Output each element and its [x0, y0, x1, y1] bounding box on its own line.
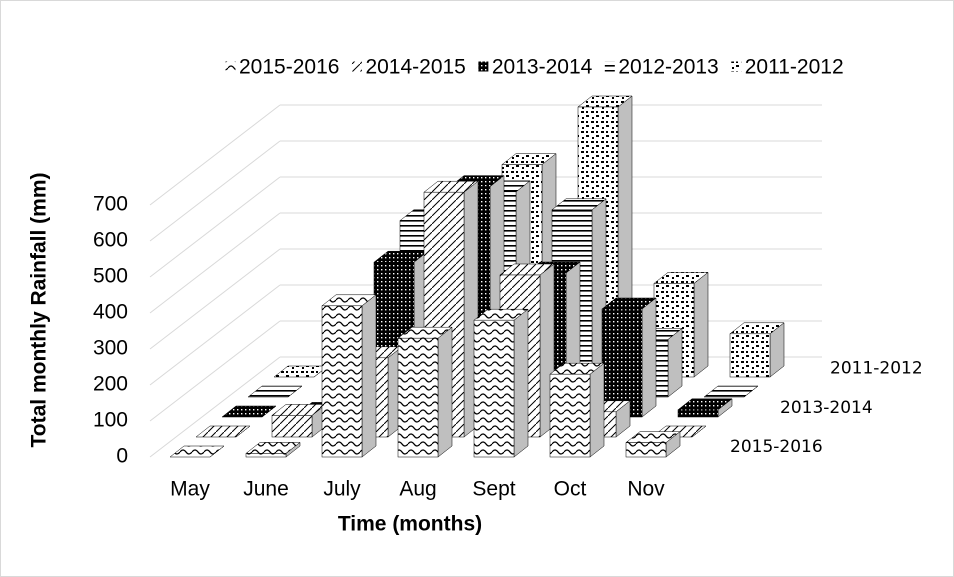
- grid-line: [149, 212, 281, 314]
- bar-top: [247, 385, 303, 398]
- bar-top: [221, 405, 277, 418]
- y-tick-label: 200: [93, 373, 128, 396]
- legend-label: 2014-2015: [365, 56, 465, 79]
- legend-swatch: [224, 60, 237, 73]
- bar: [397, 337, 439, 458]
- legend-label: 2015-2016: [239, 56, 339, 79]
- y-tick-label: 0: [116, 445, 128, 468]
- bar: [677, 409, 719, 418]
- bar-side: [589, 362, 605, 458]
- bar: [729, 333, 771, 378]
- grid-line: [149, 356, 281, 458]
- bar-side: [437, 326, 453, 458]
- legend-swatch: [477, 60, 490, 73]
- legend-swatch: [730, 60, 743, 73]
- bar: [549, 373, 591, 458]
- legend-label: 2012-2013: [618, 56, 718, 79]
- y-tick-label: 700: [93, 193, 128, 216]
- bar: [473, 319, 515, 458]
- bar: [625, 442, 667, 458]
- bar-side: [641, 297, 657, 418]
- bar: [245, 453, 287, 458]
- grid-line: [149, 284, 281, 386]
- depth-label: 2011-2012: [830, 359, 923, 379]
- bar-top: [703, 385, 759, 398]
- grid-line: [149, 104, 281, 206]
- bar: [601, 308, 643, 418]
- legend-label: 2013-2014: [492, 56, 593, 79]
- depth-label: 2015-2016: [730, 437, 823, 457]
- x-tick-label: Aug: [399, 478, 436, 501]
- y-tick-label: 600: [93, 229, 128, 252]
- bar-top: [169, 445, 225, 458]
- y-tick-label: 400: [93, 301, 128, 324]
- x-tick-label: May: [170, 478, 210, 501]
- x-tick-label: Sept: [472, 478, 515, 501]
- x-tick-label: July: [323, 478, 361, 501]
- x-axis-title: Time (months): [338, 513, 482, 536]
- x-tick-label: June: [243, 478, 289, 501]
- grid-line: [149, 140, 281, 242]
- y-tick-label: 300: [93, 337, 128, 360]
- bar-top: [195, 425, 251, 438]
- legend-label: 2011-2012: [745, 56, 844, 79]
- grid-line: [149, 176, 281, 278]
- depth-label: 2013-2014: [780, 398, 873, 418]
- bar: [321, 305, 363, 458]
- grid-line: [149, 320, 281, 422]
- y-axis-title: Total monthly Rainfall (mm): [28, 173, 51, 448]
- y-tick-label: 100: [93, 409, 128, 432]
- y-tick-label: 500: [93, 265, 128, 288]
- x-tick-label: Oct: [554, 478, 587, 501]
- bar-side: [667, 327, 683, 398]
- bar: [271, 415, 313, 438]
- legend: 2015-2016 2014-2015 2013-2014 2012-2013 2011…: [224, 56, 844, 79]
- bar-side: [693, 271, 709, 378]
- legend-swatch: [350, 60, 363, 73]
- bar-side: [513, 308, 529, 458]
- legend-swatch: [603, 60, 616, 73]
- bar-side: [361, 294, 377, 458]
- grid-line: [149, 248, 281, 350]
- x-tick-label: Nov: [627, 478, 665, 501]
